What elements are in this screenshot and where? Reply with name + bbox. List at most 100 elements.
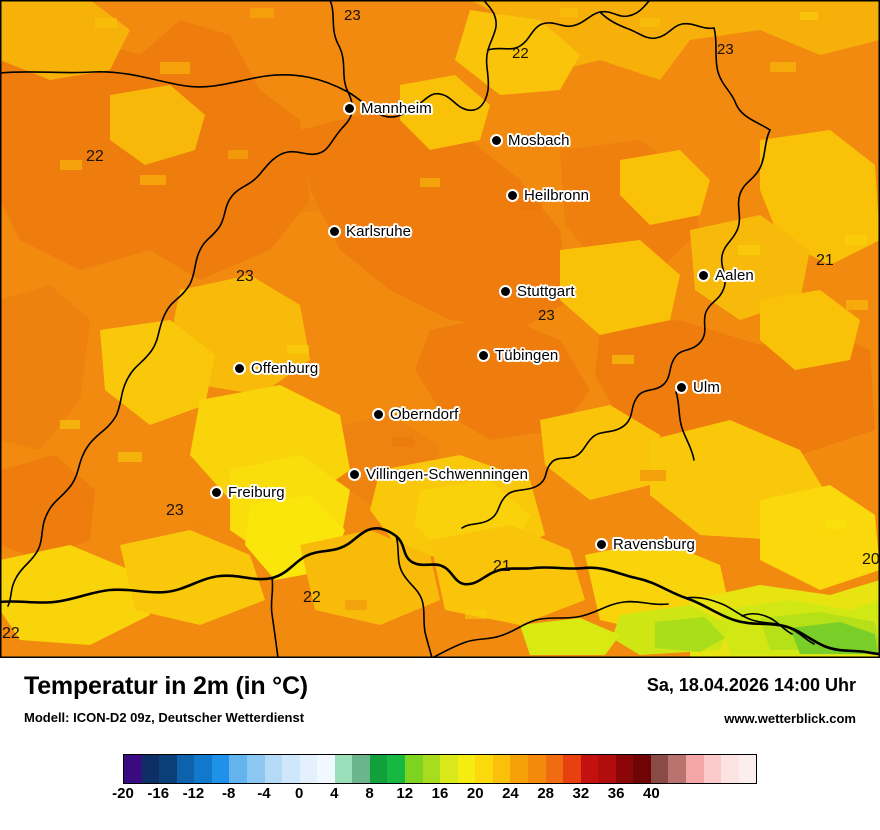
city-dot-icon <box>492 136 501 145</box>
isoline-value-label: 20 <box>862 551 880 568</box>
colorbar-swatch <box>422 755 441 783</box>
isoline-value-label: 21 <box>493 558 511 575</box>
city-marker[interactable]: Aalen <box>699 267 754 284</box>
city-label: Aalen <box>715 267 754 284</box>
colorbar-tick: 12 <box>396 785 414 802</box>
colorbar-tick: 40 <box>642 785 660 802</box>
colorbar-swatch <box>141 755 160 783</box>
valid-time-label: Sa, 18.04.2026 14:00 Uhr <box>646 675 856 695</box>
colorbar-swatch <box>615 755 634 783</box>
isoline-value-label: 22 <box>2 625 20 642</box>
city-marker[interactable]: Offenburg <box>235 360 318 377</box>
colorbar-swatch <box>510 755 528 783</box>
colorbar-swatch <box>352 755 370 783</box>
city-label: Oberndorf <box>390 406 459 423</box>
city-dot-icon <box>699 271 708 280</box>
city-label: Ulm <box>693 379 720 396</box>
colorbar-swatch <box>246 755 265 783</box>
colorbar-swatch <box>282 755 300 783</box>
city-dot-icon <box>330 227 339 236</box>
city-label: Karlsruhe <box>346 223 412 240</box>
city-marker[interactable]: Stuttgart <box>501 283 575 300</box>
city-marker[interactable]: Villingen-Schwenningen <box>350 466 528 483</box>
colorbar-swatch <box>598 755 616 783</box>
city-dot-icon <box>212 488 221 497</box>
city-label: Ravensburg <box>613 536 695 553</box>
colorbar-swatch <box>668 755 686 783</box>
city-marker[interactable]: Oberndorf <box>374 406 458 423</box>
colorbar-swatch <box>703 755 722 783</box>
colorbar-swatch <box>563 755 581 783</box>
city-label: Offenburg <box>251 360 319 377</box>
colorbar-swatch <box>211 755 230 783</box>
colorbar-swatch <box>440 755 458 783</box>
website-link[interactable]: www.wetterblick.com <box>724 711 856 726</box>
city-dot-icon <box>479 351 488 360</box>
colorbar-swatch <box>334 755 353 783</box>
city-label: Mosbach <box>508 132 570 149</box>
city-marker[interactable]: Karlsruhe <box>330 223 411 240</box>
city-marker[interactable]: Ulm <box>677 379 720 396</box>
colorbar-swatch <box>299 755 318 783</box>
temperature-map[interactable]: 23 22 23 22 23 21 23 23 20 21 22 22 Mannheim Mosbach… <box>0 0 880 658</box>
colorbar-swatch <box>264 755 283 783</box>
isoline-value-label: 22 <box>86 148 104 165</box>
colorbar-tick: -20 <box>112 785 134 802</box>
colorbar-swatch <box>176 755 195 783</box>
colorbar-tick: -12 <box>182 785 205 802</box>
city-dot-icon <box>350 470 359 479</box>
temperature-colorbar: -20 -16 -12 -8 -4 0 4 8 12 16 20 24 28 32 36 40 <box>112 754 757 802</box>
colorbar-swatch <box>633 755 651 783</box>
city-label: Stuttgart <box>517 283 575 300</box>
colorbar-tick: 16 <box>431 785 449 802</box>
city-dot-icon <box>501 287 510 296</box>
model-info-label: Modell: ICON-D2 09z, Deutscher Wetterdie… <box>24 710 305 725</box>
city-marker[interactable]: Freiburg <box>212 484 285 501</box>
colorbar-swatch <box>686 755 704 783</box>
map-footer: Temperatur in 2m (in °C) Sa, 18.04.2026 … <box>0 658 880 830</box>
city-label: Tübingen <box>495 347 559 364</box>
colorbar-swatch <box>580 755 599 783</box>
isoline-value-label: 23 <box>717 41 734 58</box>
colorbar-tick: -8 <box>221 785 236 802</box>
page-title: Temperatur in 2m (in °C) <box>24 672 308 700</box>
city-label: Mannheim <box>361 100 432 117</box>
subtitle-row: Modell: ICON-D2 09z, Deutscher Wetterdie… <box>0 710 880 730</box>
isoline-value-label: 21 <box>816 252 834 269</box>
colorbar-tick: -4 <box>257 785 271 802</box>
city-dot-icon <box>597 540 606 549</box>
city-label: Heilbronn <box>524 187 590 204</box>
isoline-value-label: 22 <box>303 589 321 606</box>
colorbar-tick: 24 <box>502 785 519 802</box>
city-dot-icon <box>235 364 244 373</box>
isoline-value-label: 22 <box>512 45 529 62</box>
colorbar-tick: 20 <box>466 785 484 802</box>
city-marker[interactable]: Ravensburg <box>597 536 695 553</box>
city-label: Villingen-Schwenningen <box>366 466 529 483</box>
colorbar-swatch <box>317 755 335 783</box>
colorbar-swatch <box>405 755 423 783</box>
colorbar-swatch <box>387 755 405 783</box>
colorbar-tick: -16 <box>147 785 170 802</box>
city-marker[interactable]: Tübingen <box>479 347 558 364</box>
colorbar-swatch <box>650 755 669 783</box>
isoline-value-label: 23 <box>236 268 254 285</box>
colorbar-swatch <box>369 755 388 783</box>
colorbar-swatch <box>457 755 476 783</box>
colorbar-swatch <box>159 755 177 783</box>
colorbar-tick-labels: -20 -16 -12 -8 -4 0 4 8 12 16 20 24 28 32 36 40 <box>112 785 757 807</box>
colorbar-swatch <box>194 755 212 783</box>
colorbar-swatch <box>527 755 546 783</box>
city-dot-icon <box>508 191 517 200</box>
colorbar-swatch <box>721 755 739 783</box>
city-label: Freiburg <box>228 484 285 501</box>
city-marker[interactable]: Heilbronn <box>508 187 589 204</box>
colorbar-tick: 8 <box>365 785 374 802</box>
colorbar-tick: 36 <box>607 785 625 802</box>
colorbar-tick: 4 <box>330 785 339 802</box>
city-marker[interactable]: Mannheim <box>345 100 432 117</box>
title-row: Temperatur in 2m (in °C) Sa, 18.04.2026 … <box>0 672 880 706</box>
isoline-value-label: 23 <box>166 502 184 519</box>
city-marker[interactable]: Mosbach <box>492 132 570 149</box>
